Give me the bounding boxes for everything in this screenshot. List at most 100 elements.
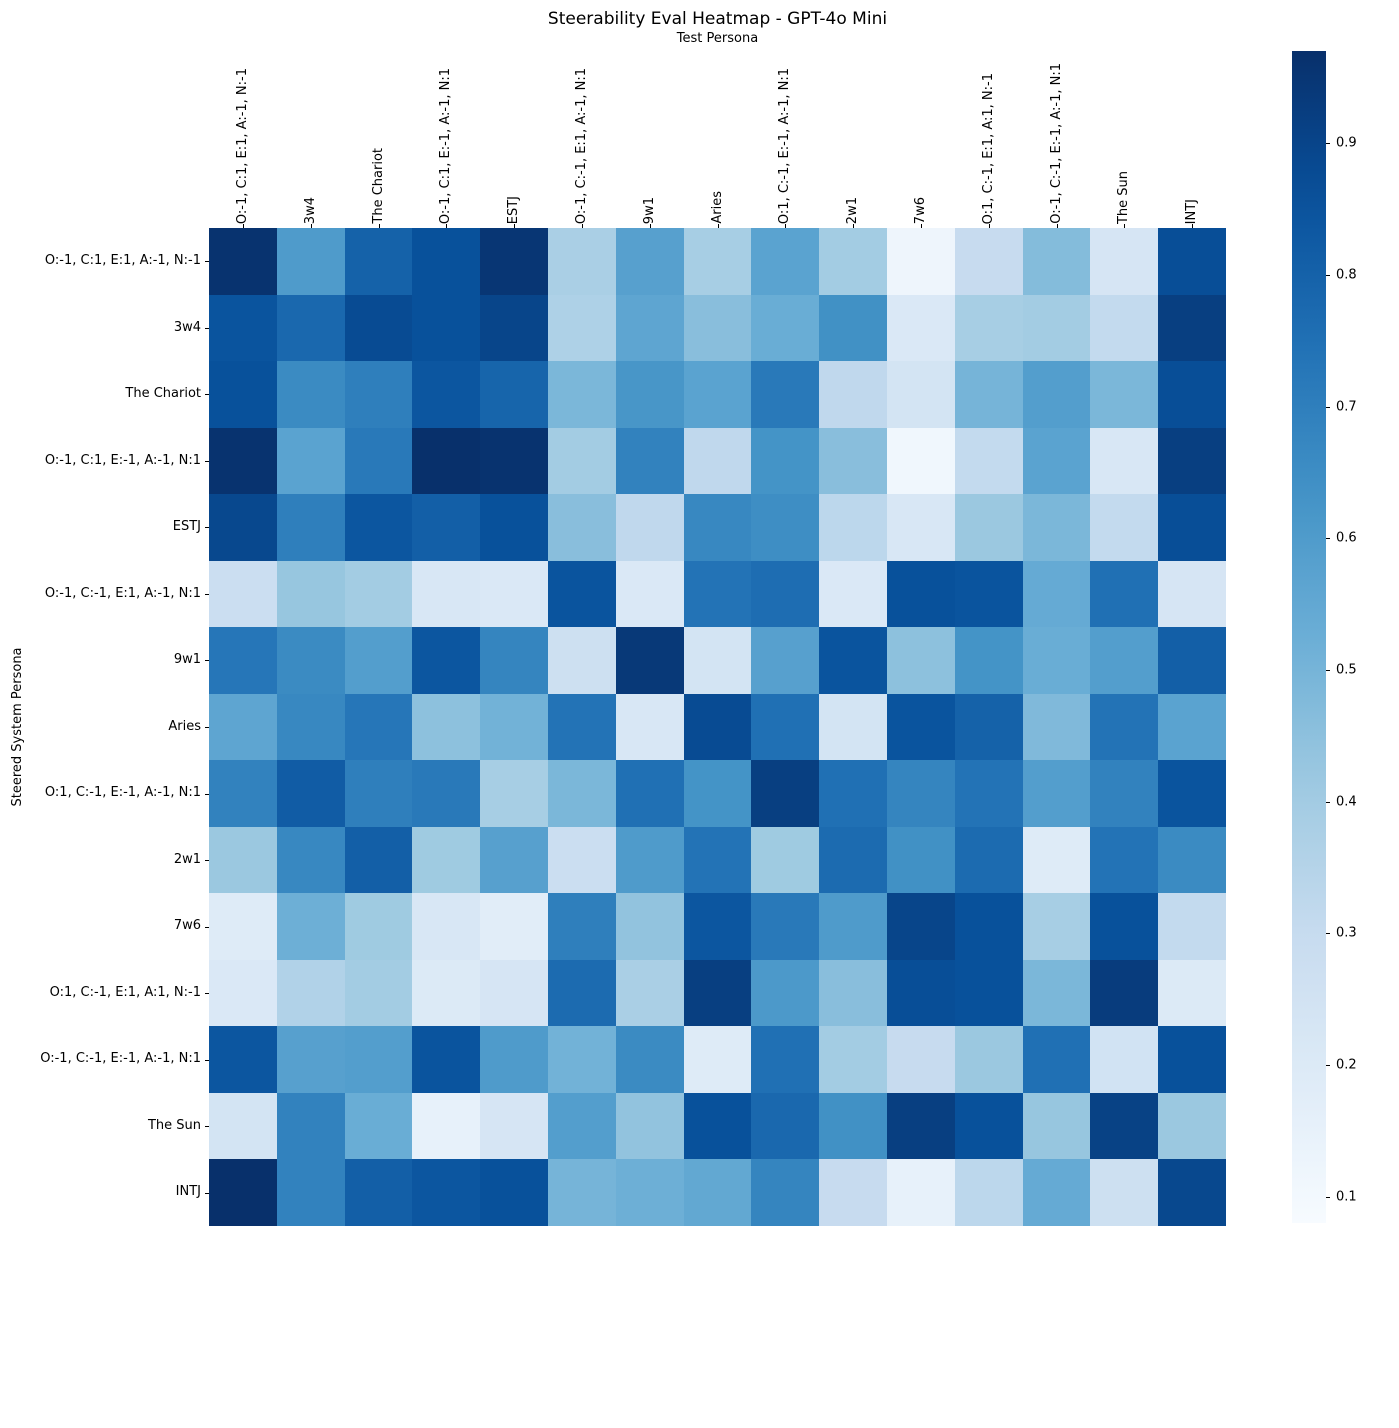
heatmap-cell bbox=[819, 494, 887, 561]
heatmap-cell bbox=[887, 1159, 955, 1226]
heatmap-cell bbox=[412, 560, 481, 628]
heatmap-cell bbox=[751, 959, 820, 1027]
heatmap-cell bbox=[548, 494, 616, 561]
colorbar-tick-mark bbox=[1326, 1196, 1330, 1198]
y-tick-mark bbox=[205, 860, 209, 862]
heatmap-cell bbox=[276, 826, 345, 894]
heatmap-cell bbox=[954, 1092, 1023, 1160]
x-tick-labels: O:-1, C:1, E:1, A:-1, N:-1 3w4 The Chariot… bbox=[209, 40, 1226, 224]
heatmap-cell bbox=[1158, 627, 1226, 694]
heatmap-cell bbox=[751, 361, 820, 428]
y-tick-label: The Sun bbox=[147, 1117, 201, 1133]
heatmap-cell bbox=[887, 760, 955, 827]
heatmap-cell bbox=[548, 627, 616, 694]
heatmap-cell bbox=[480, 1092, 548, 1160]
heatmap-cell bbox=[1090, 1159, 1159, 1226]
colorbar-tick-mark bbox=[1326, 274, 1330, 276]
heatmap-cell bbox=[480, 427, 548, 495]
heatmap-cell bbox=[412, 893, 481, 960]
heatmap-cell bbox=[1158, 228, 1226, 295]
heatmap-cell bbox=[344, 1026, 413, 1093]
colorbar-tick-mark bbox=[1326, 801, 1330, 803]
heatmap-cell bbox=[276, 1026, 345, 1093]
heatmap-cell bbox=[1022, 1159, 1091, 1226]
heatmap-cell bbox=[683, 627, 752, 694]
heatmap-cell bbox=[615, 760, 684, 827]
y-tick-mark bbox=[205, 261, 209, 263]
heatmap-cell bbox=[954, 294, 1023, 362]
colorbar-tick-mark bbox=[1326, 143, 1330, 145]
y-tick-label: O:1, C:-1, E:-1, A:-1, N:1 bbox=[44, 785, 201, 801]
heatmap-cell bbox=[1022, 228, 1091, 295]
heatmap-cell bbox=[819, 294, 887, 362]
heatmap-cell bbox=[548, 427, 616, 495]
heatmap-cell bbox=[751, 1159, 820, 1226]
y-tick-mark bbox=[205, 327, 209, 329]
heatmap-cell bbox=[683, 294, 752, 362]
heatmap-cell bbox=[209, 361, 277, 428]
colorbar-tick-label: 0.3 bbox=[1336, 925, 1357, 941]
heatmap-cell bbox=[954, 826, 1023, 894]
heatmap-cell bbox=[887, 494, 955, 561]
heatmap-cell bbox=[683, 361, 752, 428]
heatmap-cell bbox=[954, 693, 1023, 761]
heatmap-cell bbox=[548, 760, 616, 827]
heatmap-cell bbox=[683, 1159, 752, 1226]
heatmap-cell bbox=[344, 294, 413, 362]
heatmap-cell bbox=[683, 693, 752, 761]
x-tick-label: O:-1, C:1, E:1, A:-1, N:-1 bbox=[234, 67, 250, 224]
heatmap-cell bbox=[548, 1092, 616, 1160]
heatmap-cell bbox=[819, 826, 887, 894]
heatmap-cell bbox=[1158, 760, 1226, 827]
heatmap-cell bbox=[480, 693, 548, 761]
heatmap-cell bbox=[412, 228, 481, 295]
heatmap-cell bbox=[412, 959, 481, 1027]
colorbar-tick-mark bbox=[1326, 406, 1330, 408]
heatmap-cell bbox=[615, 826, 684, 894]
heatmap-cell bbox=[615, 560, 684, 628]
heatmap-cell bbox=[480, 560, 548, 628]
heatmap-cell bbox=[480, 959, 548, 1027]
heatmap-cell bbox=[954, 494, 1023, 561]
heatmap-cell bbox=[209, 1159, 277, 1226]
heatmap-cell bbox=[954, 893, 1023, 960]
heatmap-cell bbox=[1158, 1092, 1226, 1160]
heatmap-cell bbox=[683, 1026, 752, 1093]
heatmap-cell bbox=[887, 294, 955, 362]
heatmap-cell bbox=[1090, 627, 1159, 694]
x-tick-mark bbox=[1124, 224, 1126, 228]
heatmap-cell bbox=[1022, 826, 1091, 894]
heatmap-cell bbox=[1022, 361, 1091, 428]
colorbar-tick-label: 0.1 bbox=[1336, 1189, 1357, 1205]
heatmap-cell bbox=[1090, 1092, 1159, 1160]
heatmap-cell bbox=[954, 228, 1023, 295]
heatmap-cell bbox=[1090, 826, 1159, 894]
heatmap-cell bbox=[615, 427, 684, 495]
heatmap-cell bbox=[548, 560, 616, 628]
heatmap-cell bbox=[276, 228, 345, 295]
heatmap-cell bbox=[887, 826, 955, 894]
heatmap-cell bbox=[751, 294, 820, 362]
y-tick-label: 3w4 bbox=[173, 319, 201, 335]
heatmap-cell bbox=[209, 959, 277, 1027]
heatmap-cell bbox=[1090, 959, 1159, 1027]
heatmap-cell bbox=[615, 361, 684, 428]
colorbar-tick-mark bbox=[1326, 669, 1330, 671]
heatmap-cell bbox=[412, 361, 481, 428]
heatmap-cell bbox=[412, 693, 481, 761]
heatmap-cell bbox=[615, 627, 684, 694]
heatmap-cell bbox=[548, 893, 616, 960]
heatmap-cell bbox=[209, 494, 277, 561]
heatmap-cell bbox=[1022, 1026, 1091, 1093]
heatmap-cell bbox=[887, 1026, 955, 1093]
heatmap-cell bbox=[344, 228, 413, 295]
heatmap-cell bbox=[209, 693, 277, 761]
x-tick-mark bbox=[920, 224, 922, 228]
y-tick-mark bbox=[205, 527, 209, 529]
heatmap-cell bbox=[276, 1092, 345, 1160]
y-tick-label: O:1, C:-1, E:1, A:1, N:-1 bbox=[49, 984, 201, 1000]
x-tick-mark bbox=[514, 224, 516, 228]
colorbar-tick-mark bbox=[1326, 538, 1330, 540]
heatmap-cell bbox=[819, 228, 887, 295]
y-tick-label: Aries bbox=[168, 718, 201, 734]
